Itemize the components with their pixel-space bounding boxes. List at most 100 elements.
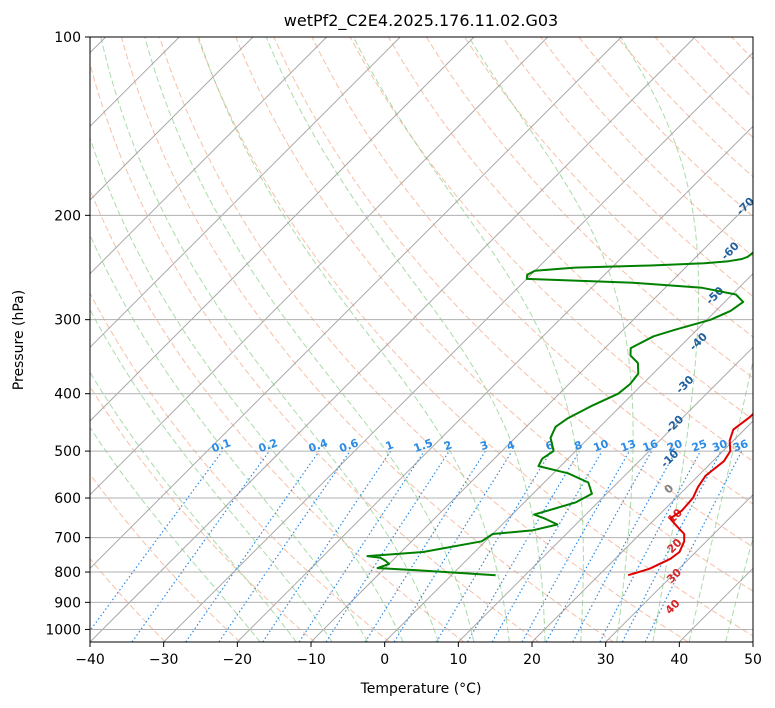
profile-series	[366, 251, 753, 577]
mixing-ratio-labels: 0.1 0.2 0.4 0.6 1 1.5 2 3 4 6 8 10 13 16 20 25 30 36	[210, 436, 750, 455]
isotherm	[90, 37, 549, 496]
moist-adiabat	[90, 308, 333, 642]
isotherm	[90, 37, 622, 570]
isotherm-label: -80	[759, 144, 775, 167]
mixing-ratio-line	[218, 450, 351, 642]
y-axis-label: Pressure (hPa)	[11, 290, 27, 390]
mixing-ratio-line	[325, 450, 450, 642]
isotherm-label: 0	[662, 481, 677, 496]
mixing-ratio-line	[298, 450, 425, 642]
mixing-ratio-label: 0.1	[210, 436, 233, 455]
mixing-ratio-line	[90, 450, 223, 632]
isotherm-label: -40	[687, 330, 710, 353]
y-tick-label: 700	[54, 531, 81, 547]
moist-adiabat	[265, 37, 546, 642]
moist-adiabat	[725, 536, 753, 642]
mixing-ratio-line	[185, 450, 320, 642]
mixing-ratio-line	[545, 450, 653, 642]
dry-adiabat	[90, 62, 540, 642]
isotherm	[90, 37, 328, 275]
isotherm	[90, 37, 401, 349]
y-tick-label: 300	[54, 313, 81, 329]
isotherm	[163, 51, 753, 642]
moist-adiabat	[620, 37, 700, 642]
mixing-ratio-label: 4	[505, 438, 517, 453]
dry-adiabat	[502, 37, 753, 298]
dry-adiabat	[120, 37, 614, 642]
temperature-profile	[627, 412, 753, 577]
mixing-ratio-line	[644, 450, 743, 642]
mixing-ratio-label: 30	[710, 437, 729, 455]
moist-adiabat	[90, 426, 261, 642]
x-tick-label: 30	[597, 652, 615, 668]
mixing-ratio-line	[364, 450, 486, 642]
x-tick-label: 20	[523, 652, 541, 668]
y-tick-label: 600	[54, 491, 81, 507]
isotherm-label: 30	[664, 566, 684, 586]
y-tick-label: 800	[54, 565, 81, 581]
mixing-ratio-label: 13	[619, 437, 638, 454]
mixing-ratio-label: 6	[544, 438, 556, 453]
mixing-ratio-line	[521, 450, 631, 642]
y-tick-label: 1000	[45, 622, 81, 638]
x-tick-label: 50	[744, 652, 762, 668]
isotherm	[605, 493, 753, 642]
moist-adiabat	[90, 136, 404, 642]
isotherm	[531, 420, 753, 642]
dry-adiabat	[273, 37, 753, 548]
x-tick-label: 0	[380, 652, 389, 668]
moist-adiabat	[100, 37, 439, 642]
dry-adiabat	[90, 557, 166, 642]
mixing-ratio-label: 20	[665, 437, 684, 455]
mixing-ratio-line	[262, 450, 392, 642]
isotherm-label: -70	[734, 194, 757, 217]
mixing-ratio-label: 0.2	[257, 436, 280, 455]
x-axis: −40 −30 −20 −10 0 10 20 30 40 50	[75, 642, 762, 668]
x-tick-label: −10	[296, 652, 326, 668]
isotherm	[384, 272, 753, 642]
x-tick-label: 40	[670, 652, 688, 668]
dewpoint-profile	[366, 251, 753, 577]
y-tick-label: 900	[54, 595, 81, 611]
dry-adiabat	[425, 37, 753, 379]
mixing-ratio-line	[131, 450, 270, 642]
mixing-ratio-label: 25	[690, 437, 709, 454]
isotherm	[90, 37, 475, 422]
mixing-ratio-label: 10	[592, 437, 611, 455]
isotherm-label: -30	[673, 373, 696, 396]
x-tick-label: −40	[75, 652, 105, 668]
mixing-ratio-label: 1	[384, 438, 396, 453]
mixing-ratio-line	[599, 450, 702, 642]
isotherm	[310, 199, 753, 642]
moist-adiabat	[353, 37, 584, 642]
y-tick-label: 400	[54, 387, 81, 403]
y-axis: 100 200 300 400 500 600 700 800 900 1000	[45, 30, 90, 638]
dry-adiabat	[464, 37, 753, 338]
isotherm	[90, 37, 696, 642]
isotherm	[752, 641, 753, 642]
gridlines	[90, 37, 753, 630]
isotherm-label: -20	[663, 412, 686, 435]
moist-adiabat	[468, 37, 634, 642]
mixing-ratio-label: 8	[572, 438, 584, 453]
dry-adiabat	[159, 37, 689, 642]
x-tick-label: −20	[223, 652, 253, 668]
background-lines	[90, 37, 753, 642]
moist-adiabat	[144, 37, 475, 642]
isotherm	[236, 125, 753, 642]
mixing-ratio-label: 0.6	[338, 436, 361, 455]
isotherm	[90, 37, 254, 201]
dry-adiabat	[90, 385, 316, 642]
plot-frame	[89, 36, 754, 643]
isotherm	[457, 346, 753, 642]
mixing-ratio-label: 16	[641, 437, 660, 455]
x-tick-label: −30	[149, 652, 179, 668]
y-tick-label: 100	[54, 30, 81, 46]
y-tick-label: 200	[54, 208, 81, 224]
mixing-ratio-label: 36	[731, 437, 750, 455]
moist-adiabat	[90, 371, 297, 642]
mixing-ratio-label: 3	[478, 438, 490, 453]
moist-adiabat	[90, 233, 369, 642]
mixing-ratio-label: 0.4	[307, 436, 330, 455]
